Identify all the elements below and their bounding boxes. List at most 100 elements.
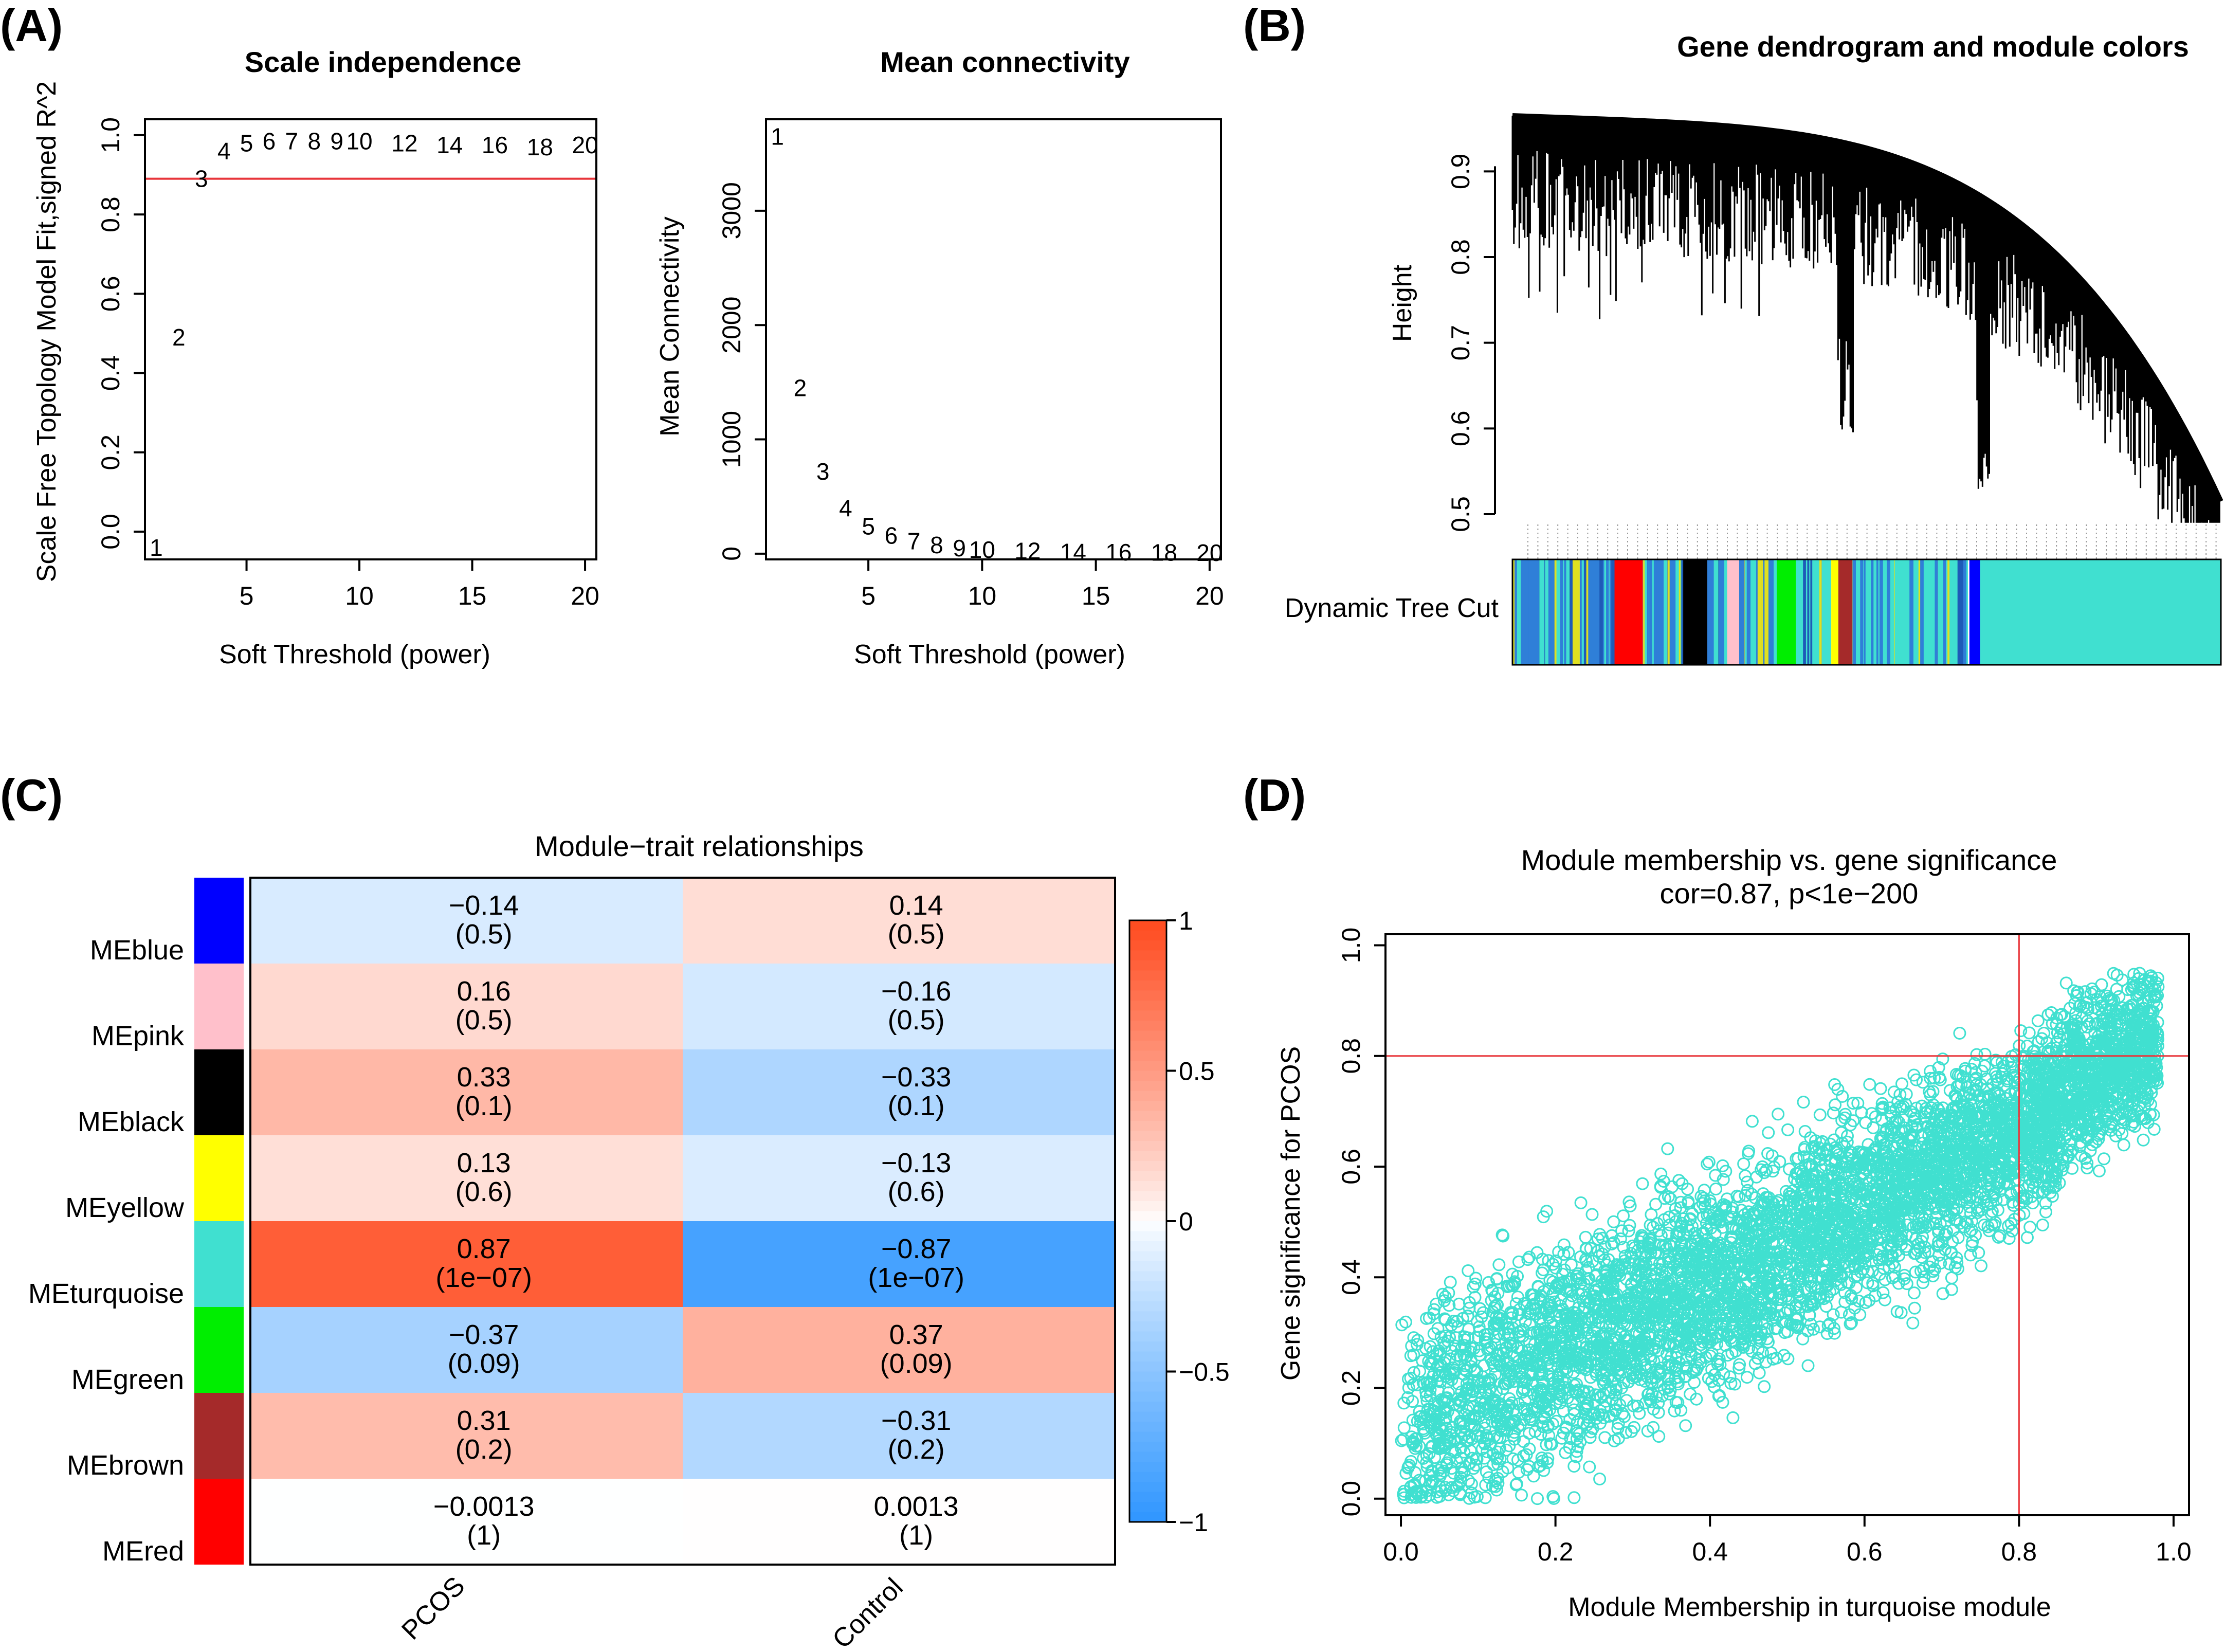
d-point bbox=[1916, 1276, 1929, 1290]
d-point bbox=[2023, 1221, 2037, 1234]
heatmap-cell bbox=[250, 964, 683, 1049]
module-color-stripe bbox=[1825, 559, 1829, 665]
d-point bbox=[1907, 1220, 1920, 1233]
colorbar-step bbox=[1129, 1151, 1166, 1161]
d-point bbox=[1758, 1308, 1771, 1321]
d-point bbox=[1798, 1282, 1812, 1295]
d-point bbox=[1593, 1473, 1607, 1485]
row-label-mepink: MEpink bbox=[92, 1021, 185, 1051]
d-point bbox=[1625, 1304, 1638, 1318]
d-point bbox=[1427, 1307, 1440, 1320]
d-point bbox=[1662, 1190, 1675, 1203]
heatmap-cell-pvalue: (1) bbox=[899, 1520, 933, 1551]
d-point bbox=[1416, 1354, 1429, 1368]
d-point bbox=[1574, 1196, 1588, 1209]
colorbar-step bbox=[1129, 1181, 1166, 1192]
module-color-stripe bbox=[1545, 559, 1548, 665]
d-point bbox=[1512, 1308, 1525, 1321]
d-point bbox=[1628, 1421, 1640, 1434]
heatmap-title: Module−trait relationships bbox=[535, 830, 864, 862]
module-color-stripe bbox=[1876, 559, 1879, 665]
d-point bbox=[1542, 1254, 1555, 1267]
colorbar-step bbox=[1129, 1472, 1166, 1482]
a2-x-tick-label: 20 bbox=[1195, 582, 1224, 610]
colorbar-step bbox=[1129, 1382, 1166, 1392]
d-point bbox=[1520, 1299, 1534, 1313]
d-point bbox=[1486, 1305, 1500, 1319]
d-point bbox=[1894, 1306, 1908, 1319]
d-point bbox=[1542, 1429, 1556, 1442]
row-label-meyellow: MEyellow bbox=[65, 1192, 185, 1223]
module-color-stripe bbox=[1681, 559, 1684, 665]
a2-x-tick-label: 10 bbox=[968, 582, 997, 610]
d-point bbox=[1686, 1220, 1699, 1233]
d-point bbox=[1910, 1121, 1924, 1134]
colorbar-step bbox=[1129, 1281, 1166, 1292]
d-point bbox=[1482, 1471, 1496, 1484]
heatmap-cell-pvalue: (0.09) bbox=[880, 1348, 953, 1379]
module-color-stripe bbox=[1553, 559, 1557, 665]
heatmap-cell-value: −0.0013 bbox=[433, 1491, 535, 1522]
d-point bbox=[1588, 1285, 1601, 1298]
d-point bbox=[1690, 1392, 1703, 1406]
a2-y-tick-label: 0 bbox=[717, 547, 746, 561]
d-point bbox=[1664, 1384, 1677, 1397]
d-point bbox=[1884, 1106, 1898, 1119]
d-point bbox=[1482, 1276, 1495, 1289]
module-color-stripe bbox=[1572, 559, 1575, 665]
d-point bbox=[2141, 1087, 2154, 1100]
a1-point-label: 4 bbox=[217, 138, 231, 165]
d-point bbox=[1535, 1333, 1548, 1346]
d-point bbox=[1410, 1486, 1423, 1500]
module-color-stripe bbox=[1540, 559, 1545, 665]
d-point bbox=[1662, 1355, 1675, 1368]
d-point bbox=[1709, 1183, 1723, 1195]
d-point bbox=[1876, 1286, 1890, 1299]
d-point bbox=[1646, 1377, 1659, 1390]
colorbar-step bbox=[1129, 1050, 1166, 1061]
d-point bbox=[1531, 1492, 1544, 1505]
d-point bbox=[1789, 1318, 1802, 1332]
d-point bbox=[1751, 1237, 1764, 1250]
d-point bbox=[1507, 1415, 1521, 1428]
module-color-stripe bbox=[1954, 559, 1957, 665]
colorbar-step bbox=[1129, 1512, 1166, 1522]
d-point bbox=[1964, 1248, 1977, 1262]
d-y-tick-label: 0.4 bbox=[1337, 1259, 1365, 1295]
module-color-stripe bbox=[1539, 559, 1541, 665]
d-point bbox=[1419, 1389, 1433, 1403]
colorbar-step bbox=[1129, 1271, 1166, 1282]
dendrogram-y-axis: 0.50.60.70.80.9 bbox=[1446, 154, 1496, 532]
d-point bbox=[2103, 992, 2116, 1005]
colorbar-step bbox=[1129, 1010, 1166, 1021]
heatmap-cell-pvalue: (0.2) bbox=[888, 1434, 945, 1465]
d-point bbox=[2005, 1061, 2019, 1074]
colorbar-tick-label: 0 bbox=[1179, 1207, 1193, 1236]
d-point bbox=[1936, 1052, 1949, 1066]
d-point bbox=[1726, 1411, 1740, 1424]
a1-point-label: 20 bbox=[572, 132, 598, 158]
d-point bbox=[1546, 1490, 1560, 1503]
d-point bbox=[1401, 1460, 1415, 1474]
a2-point-label: 18 bbox=[1151, 539, 1177, 566]
colorbar-step bbox=[1129, 1061, 1166, 1072]
colorbar-step bbox=[1129, 1351, 1166, 1362]
colorbar-step bbox=[1129, 1341, 1166, 1352]
dendrogram-y-tick-label: 0.8 bbox=[1446, 239, 1475, 275]
colorbar-step bbox=[1129, 1191, 1166, 1202]
d-point bbox=[1972, 1246, 1985, 1259]
d-point bbox=[1892, 1249, 1906, 1262]
d-point bbox=[1534, 1289, 1547, 1302]
row-label-meblack: MEblack bbox=[78, 1106, 185, 1137]
module-color-stripe bbox=[1865, 559, 1869, 665]
module-color-stripe bbox=[1653, 559, 1657, 665]
d-point bbox=[1501, 1322, 1515, 1336]
d-point bbox=[1579, 1399, 1592, 1412]
d-point bbox=[1649, 1197, 1663, 1211]
heatmap-cell-pvalue: (0.09) bbox=[448, 1348, 520, 1379]
d-point bbox=[1395, 1318, 1409, 1332]
d-point bbox=[1791, 1321, 1804, 1334]
a1-x-tick-label: 20 bbox=[571, 582, 599, 610]
